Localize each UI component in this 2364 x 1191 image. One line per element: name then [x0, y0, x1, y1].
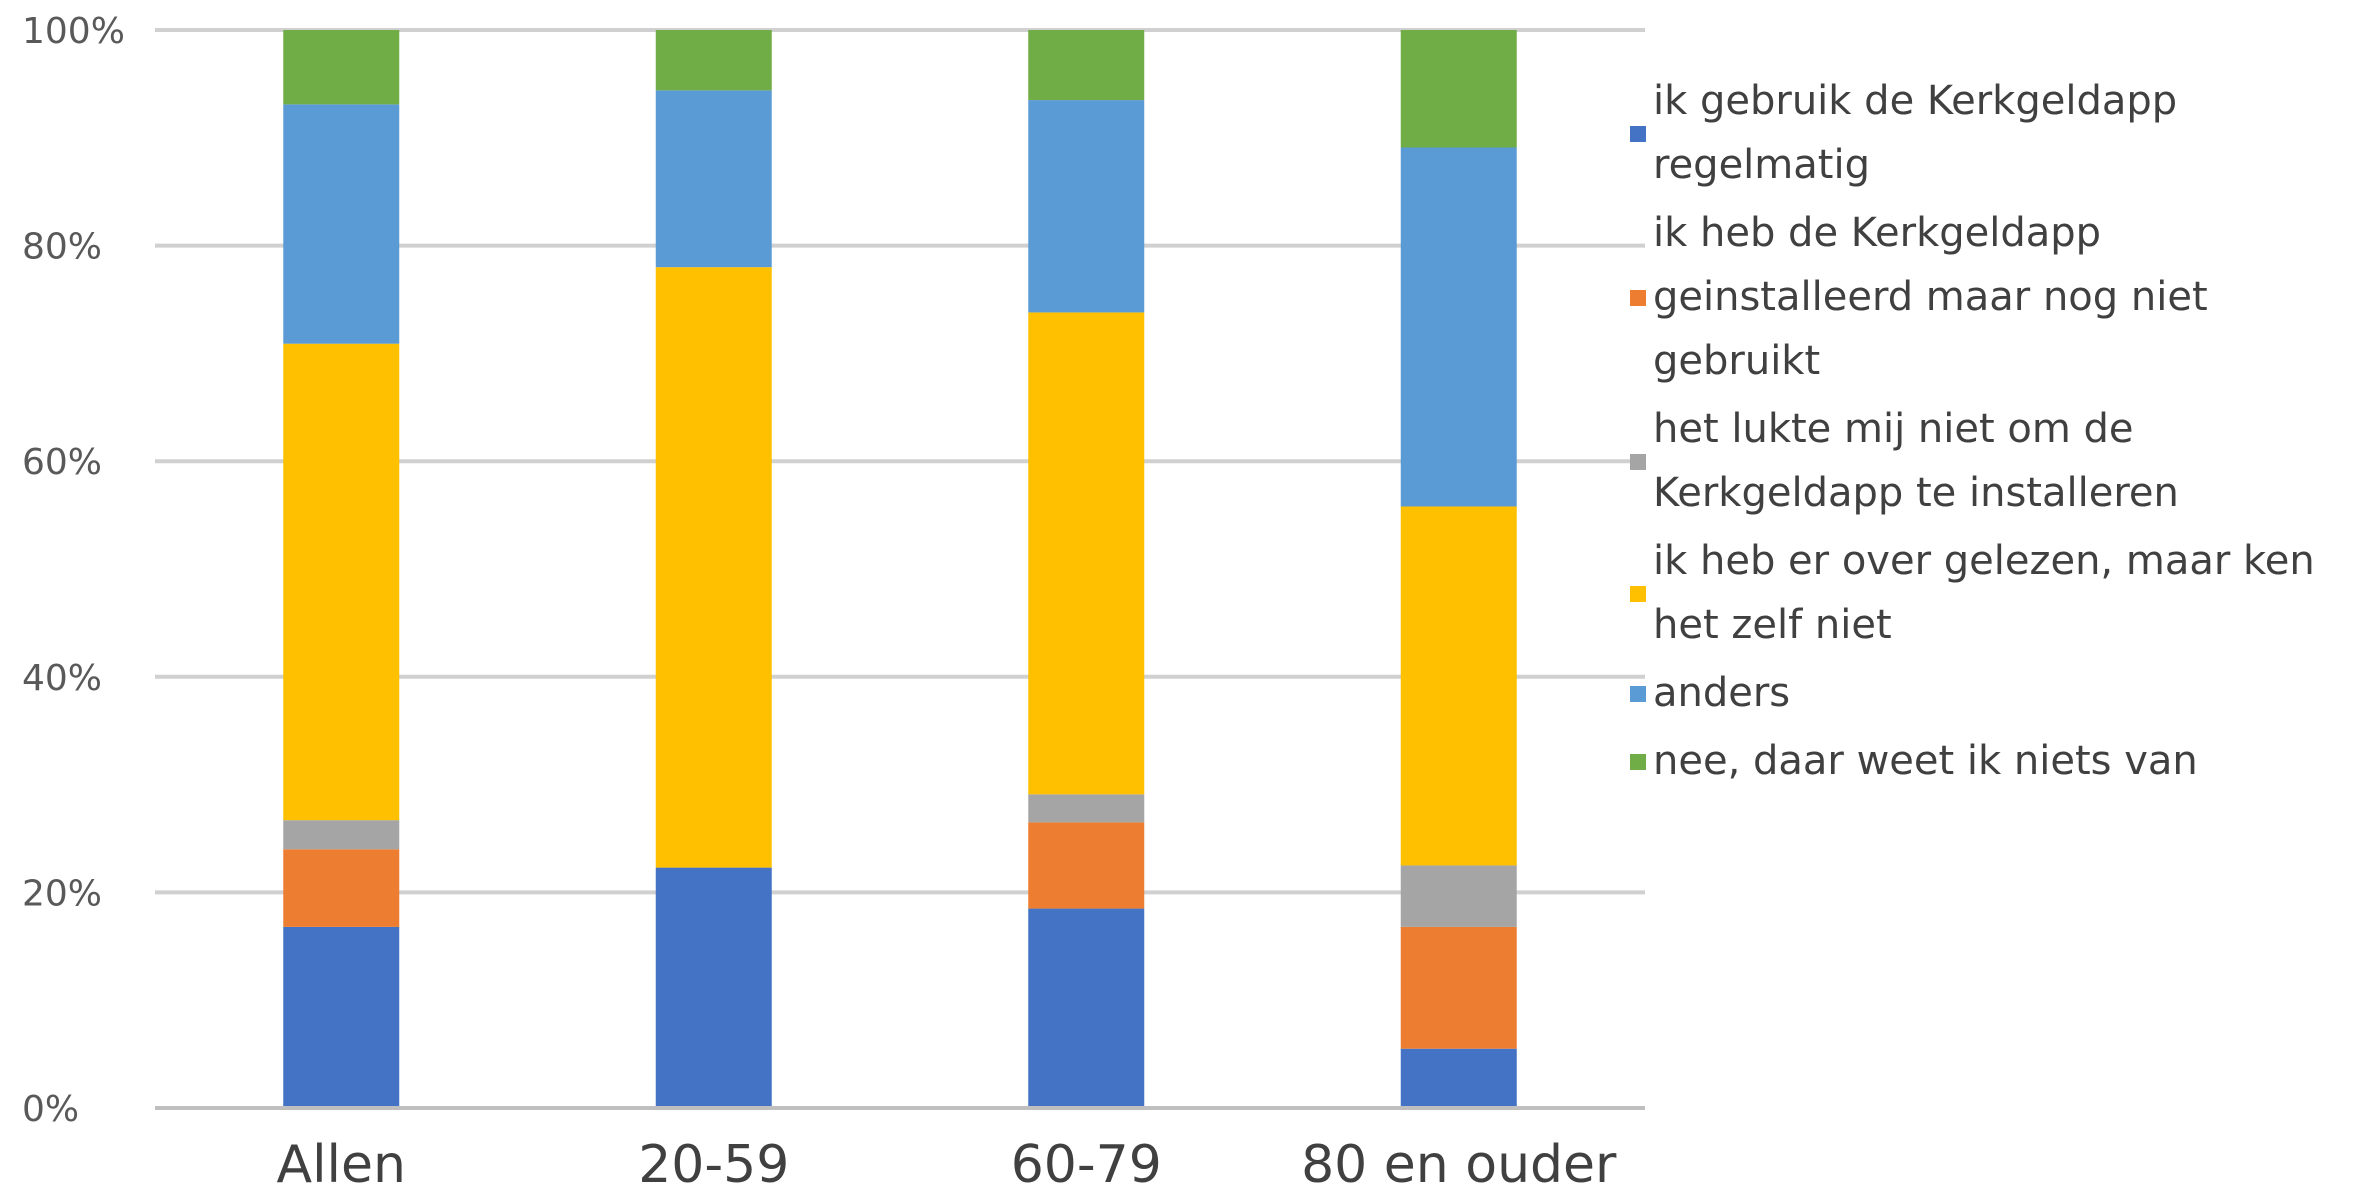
bar-segment: [283, 849, 400, 927]
legend-label: het lukte mij niet om de: [1653, 406, 2134, 452]
bar-segment: [1028, 794, 1145, 823]
axes: 0% 20% 40% 60% 80% 100% Allen 20-59 60-79 80 en o…: [22, 11, 1645, 1191]
y-tick-label: 100%: [22, 11, 125, 52]
legend-label: nee, daar weet ik niets van: [1653, 738, 2198, 784]
bar-segment: [283, 343, 400, 821]
bar-segment: [283, 104, 400, 344]
bar-segment: [1400, 1048, 1517, 1108]
bar-segment: [1400, 147, 1517, 507]
y-tick-label: 20%: [22, 873, 102, 914]
legend-marker: [1630, 586, 1646, 602]
legend-label: gebruikt: [1653, 338, 1820, 384]
legend-label: het zelf niet: [1653, 602, 1892, 648]
legend: ik gebruik de Kerkgeldapp regelmatig ik he…: [1630, 78, 2315, 784]
legend-label: Kerkgeldapp te installeren: [1653, 470, 2179, 516]
legend-marker: [1630, 686, 1646, 702]
x-category-label: 80 en ouder: [1301, 1135, 1617, 1191]
bar-segment: [283, 820, 400, 850]
legend-marker: [1630, 126, 1646, 142]
y-tick-label: 40%: [22, 658, 102, 699]
bar-segment: [1028, 822, 1145, 909]
bar-segment: [655, 267, 772, 868]
legend-marker: [1630, 454, 1646, 470]
bar-segment: [283, 30, 400, 105]
legend-marker: [1630, 754, 1646, 770]
legend-label: geinstalleerd maar nog niet: [1653, 274, 2208, 320]
y-tick-label: 60%: [22, 442, 102, 483]
legend-label: ik heb er over gelezen, maar ken: [1653, 538, 2315, 584]
bar-segment: [1400, 506, 1517, 866]
bar-segment: [655, 867, 772, 1108]
legend-label: ik heb de Kerkgeldapp: [1653, 210, 2101, 256]
y-tick-label: 0%: [22, 1089, 79, 1130]
legend-label: ik gebruik de Kerkgeldapp: [1653, 78, 2177, 124]
legend-marker: [1630, 290, 1646, 306]
bar-segment: [1028, 30, 1145, 101]
bar-segment: [1400, 926, 1517, 1049]
bar-segment: [1028, 908, 1145, 1108]
bar-segment: [1028, 312, 1145, 795]
bar-segment: [655, 90, 772, 268]
y-tick-label: 80%: [22, 227, 102, 268]
bar-segment: [655, 30, 772, 91]
bars: [283, 30, 1517, 1108]
legend-label: regelmatig: [1653, 142, 1870, 188]
bar-segment: [1400, 865, 1517, 927]
gridlines: [155, 28, 1645, 895]
legend-label: anders: [1653, 670, 1790, 716]
bar-segment: [1400, 30, 1517, 148]
x-category-label: Allen: [277, 1135, 406, 1191]
x-category-label: 20-59: [638, 1135, 789, 1191]
bar-segment: [283, 926, 400, 1108]
bar-segment: [1028, 100, 1145, 313]
x-category-label: 60-79: [1011, 1135, 1162, 1191]
